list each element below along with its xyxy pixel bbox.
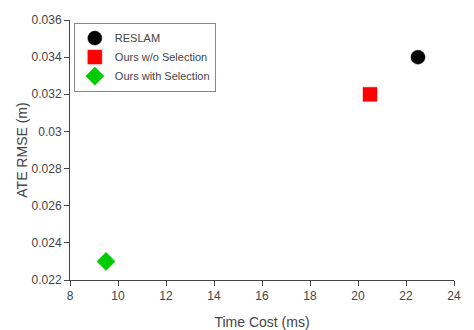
svg-text:0.034: 0.034 <box>32 50 62 64</box>
svg-text:ATE RMSE (m): ATE RMSE (m) <box>14 102 30 197</box>
svg-text:24: 24 <box>447 289 461 303</box>
svg-text:16: 16 <box>255 289 269 303</box>
svg-text:Ours with Selection: Ours with Selection <box>115 70 210 82</box>
svg-text:Time Cost (ms): Time Cost (ms) <box>214 314 309 330</box>
svg-text:22: 22 <box>399 289 413 303</box>
svg-text:0.032: 0.032 <box>32 87 62 101</box>
svg-text:0.028: 0.028 <box>32 162 62 176</box>
svg-text:Ours w/o Selection: Ours w/o Selection <box>115 51 207 63</box>
svg-text:0.036: 0.036 <box>32 13 62 27</box>
svg-text:14: 14 <box>207 289 221 303</box>
svg-text:18: 18 <box>303 289 317 303</box>
svg-text:8: 8 <box>67 289 74 303</box>
svg-text:10: 10 <box>111 289 125 303</box>
svg-text:0.024: 0.024 <box>32 236 62 250</box>
svg-text:0.022: 0.022 <box>32 273 62 287</box>
svg-text:RESLAM: RESLAM <box>115 32 160 44</box>
svg-text:20: 20 <box>351 289 365 303</box>
svg-text:12: 12 <box>159 289 173 303</box>
svg-text:0.026: 0.026 <box>32 199 62 213</box>
svg-text:0.03: 0.03 <box>38 125 62 139</box>
